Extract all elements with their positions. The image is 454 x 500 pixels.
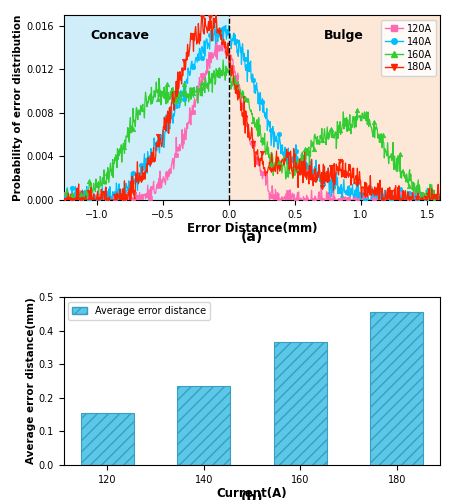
Text: (b): (b) — [241, 491, 263, 500]
Text: Bulge: Bulge — [324, 29, 364, 42]
Y-axis label: Average error distance(mm): Average error distance(mm) — [26, 298, 36, 464]
Text: Concave: Concave — [90, 29, 149, 42]
Bar — [274, 342, 327, 465]
Bar — [64, 15, 229, 200]
Y-axis label: Probability of error distribution: Probability of error distribution — [14, 14, 24, 200]
Bar — [229, 15, 440, 200]
Bar — [177, 386, 230, 465]
Text: (a): (a) — [241, 230, 263, 243]
Bar — [370, 312, 423, 465]
Legend: 120A, 140A, 160A, 180A: 120A, 140A, 160A, 180A — [381, 20, 435, 76]
Bar — [81, 413, 134, 465]
Legend: Average error distance: Average error distance — [69, 302, 210, 320]
X-axis label: Error Distance(mm): Error Distance(mm) — [187, 222, 317, 235]
X-axis label: Current(A): Current(A) — [217, 488, 287, 500]
